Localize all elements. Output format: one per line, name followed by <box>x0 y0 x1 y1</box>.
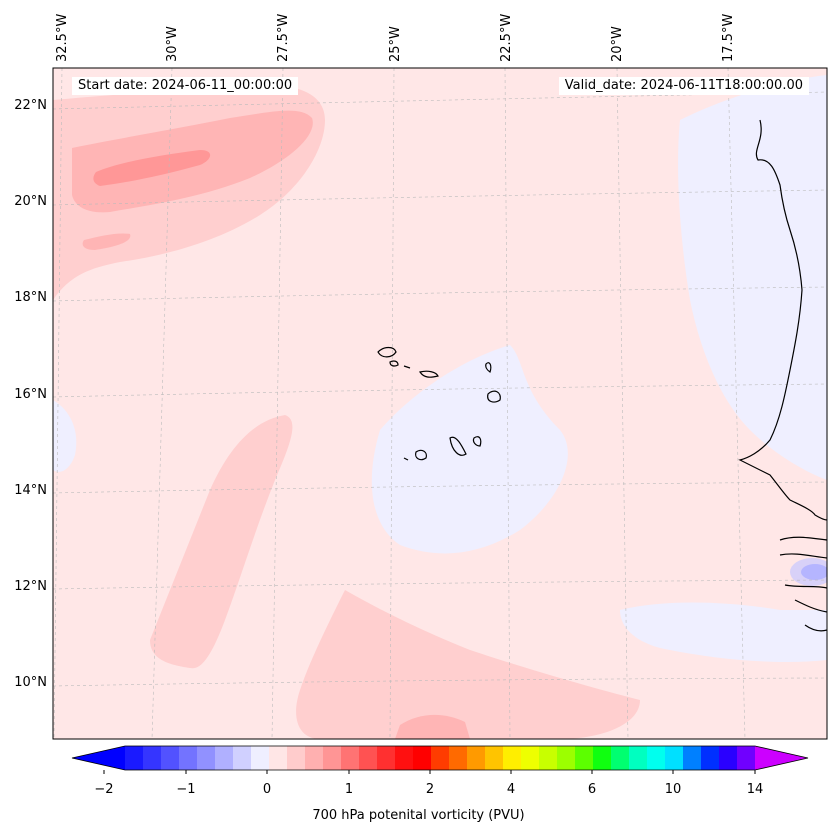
colorbar-tick-label: 1 <box>345 782 353 797</box>
island-fogo <box>415 449 427 461</box>
africa-coastline <box>738 119 827 521</box>
coast-detail-bissau <box>794 599 827 632</box>
colorbar-cell <box>629 746 648 770</box>
island-sao-vicente <box>389 360 399 367</box>
coast-detail-gambia <box>779 536 827 589</box>
colorbar-tick-label: 0 <box>263 782 271 797</box>
colorbar-tick-label: 2 <box>426 782 434 797</box>
island-santiago <box>449 436 467 456</box>
pv-contour-w-negative <box>53 400 77 472</box>
colorbar-cell <box>161 746 180 770</box>
colorbar-cell <box>539 746 558 770</box>
colorbar-outline <box>71 745 809 771</box>
colorbar-cell <box>233 746 252 770</box>
colorbar-tick-label: −2 <box>94 782 113 797</box>
colorbar-cell <box>665 746 684 770</box>
colorbar-cell <box>737 746 756 770</box>
colorbar-over-arrow <box>755 746 808 770</box>
colorbar-cell <box>341 746 360 770</box>
colorbar-cell <box>179 746 198 770</box>
colorbar-cell <box>647 746 666 770</box>
cape-verde-islands <box>377 346 501 461</box>
lat-label: 18°N <box>14 290 47 305</box>
island-sao-nicolau <box>419 370 439 378</box>
colorbar-cell <box>287 746 306 770</box>
pv-contour-sw-band <box>150 415 293 669</box>
colorbar-cell <box>323 746 342 770</box>
colorbar-cell <box>413 746 432 770</box>
colorbar-cell <box>359 746 378 770</box>
colorbar-cell <box>305 746 324 770</box>
colorbar-cell <box>521 746 540 770</box>
colorbar-cell <box>611 746 630 770</box>
map-frame <box>52 67 828 740</box>
colorbar-cell <box>683 746 702 770</box>
graticule <box>53 68 827 739</box>
colorbar-cell <box>449 746 468 770</box>
colorbar-cell <box>269 746 288 770</box>
island-sal <box>485 362 492 373</box>
island-santo-antao <box>377 346 397 358</box>
pv-contour-coast-min-ring <box>790 558 827 586</box>
colorbar-cell <box>215 746 234 770</box>
island-maio <box>472 436 482 447</box>
colorbar-cell <box>143 746 162 770</box>
colorbar-tick-label: 4 <box>507 782 515 797</box>
colorbar-cell <box>251 746 270 770</box>
colorbar-cell <box>125 746 144 770</box>
colorbar-cell <box>485 746 504 770</box>
pv-contour-s-core <box>395 714 470 739</box>
colorbar-cell <box>467 746 486 770</box>
lat-label: 14°N <box>14 483 47 498</box>
colorbar-tick-label: 6 <box>588 782 596 797</box>
colorbar: −2 −1 0 1 2 4 6 10 14 <box>71 745 809 797</box>
lat-label: 20°N <box>14 194 47 209</box>
pv-contour-nw-streak <box>82 233 131 250</box>
colorbar-cell <box>503 746 522 770</box>
island-santa-luzia <box>403 365 411 369</box>
colorbar-cell <box>593 746 612 770</box>
colorbar-cell <box>719 746 738 770</box>
pv-contour-nw-max <box>93 150 211 186</box>
island-brava <box>403 457 409 461</box>
pv-contour-east-negative <box>678 75 827 480</box>
colorbar-tick-label: 10 <box>665 782 682 797</box>
colorbar-cell <box>701 746 720 770</box>
lat-label: 10°N <box>14 675 47 690</box>
colorbar-tick-label: −1 <box>176 782 195 797</box>
pv-contour-se-negative <box>620 602 827 662</box>
valid-date-label: Valid_date: 2024-06-11T18:00:00.00 <box>558 77 809 95</box>
colorbar-under-arrow <box>72 746 125 770</box>
island-boa-vista <box>487 390 501 403</box>
lat-label: 22°N <box>14 98 47 113</box>
colorbar-cell <box>377 746 396 770</box>
pv-contour-s-band <box>296 590 640 739</box>
colorbar-cell <box>197 746 216 770</box>
colorbar-cell <box>395 746 414 770</box>
pv-contour-islands-negative <box>371 345 568 554</box>
lat-label: 16°N <box>14 387 47 402</box>
start-date-label: Start date: 2024-06-11_00:00:00 <box>72 77 299 95</box>
colorbar-cell <box>557 746 576 770</box>
lat-label: 12°N <box>14 579 47 594</box>
colorbar-cell <box>575 746 594 770</box>
colorbar-cell <box>431 746 450 770</box>
colorbar-label: 700 hPa potenital vorticity (PVU) <box>312 808 525 823</box>
colorbar-tick-label: 14 <box>747 782 764 797</box>
